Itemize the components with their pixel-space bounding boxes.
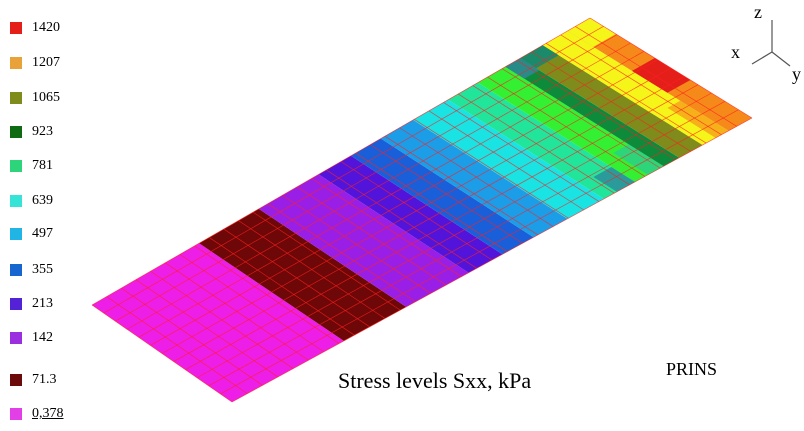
legend-item: 142 (10, 330, 53, 346)
legend-swatch (10, 92, 22, 104)
axis-x-line (751, 51, 773, 65)
legend-swatch (10, 264, 22, 276)
mesh-line (185, 84, 699, 370)
legend-swatch (10, 57, 22, 69)
axis-x-label: x (731, 42, 740, 62)
legend-item: 213 (10, 296, 53, 312)
legend-label: 497 (32, 226, 53, 241)
legend-label: 1065 (32, 90, 60, 105)
legend-swatch (10, 160, 22, 172)
red-cell (632, 58, 691, 93)
legend-item: 1065 (10, 90, 60, 106)
mesh-line (115, 34, 618, 322)
legend-label: 1420 (32, 20, 60, 35)
legend-label: 0,378 (32, 406, 64, 421)
mesh-line (231, 117, 753, 403)
legend-item: 639 (10, 193, 53, 209)
legend-item: 923 (10, 124, 53, 140)
legend-item: 781 (10, 158, 53, 174)
legend-label: 355 (32, 262, 53, 277)
mesh-line (91, 17, 591, 306)
mesh-line (150, 59, 658, 346)
axis-z-label: z (754, 2, 762, 22)
legend-swatch (10, 195, 22, 207)
legend-swatch (10, 374, 22, 386)
mesh-line (173, 76, 685, 362)
legend-swatch (10, 298, 22, 310)
teal-cell (505, 58, 540, 79)
legend-item: 355 (10, 262, 53, 278)
legend-item: 71.3 (10, 372, 57, 388)
legend-label: 142 (32, 330, 53, 345)
legend-label: 781 (32, 158, 53, 173)
orange-cell (667, 100, 729, 138)
mesh-line (220, 109, 739, 395)
green-cell (613, 144, 664, 175)
stress-caption: Stress levels Sxx, kPa (338, 368, 532, 393)
legend-label: 71.3 (32, 372, 57, 387)
mesh-line (196, 92, 712, 379)
legend-swatch (10, 332, 22, 344)
legend-swatch (10, 126, 22, 138)
mesh-line (161, 67, 672, 354)
program-label: PRINS (666, 359, 718, 379)
mesh-line (138, 51, 645, 338)
legend-swatch (10, 228, 22, 240)
axis-y-line (771, 51, 791, 67)
legend-swatch (10, 408, 22, 420)
teal-cell (593, 167, 635, 192)
yellow-cell (614, 75, 681, 116)
mesh-line (126, 42, 631, 330)
legend-label: 213 (32, 296, 53, 311)
axis-y-label: y (792, 64, 801, 84)
legend-item: 497 (10, 226, 53, 242)
legend-swatch (10, 22, 22, 34)
color-legend: 1420 1207 1065 923 781 639 497 355 213 142 71.3 0,3… (0, 0, 110, 431)
mesh-line (103, 26, 604, 314)
mesh-line (208, 101, 726, 387)
legend-label: 639 (32, 193, 53, 208)
legend-item: 0,378 (10, 406, 64, 422)
legend-item: 1207 (10, 55, 60, 71)
legend-item: 1420 (10, 20, 60, 36)
legend-label: 1207 (32, 55, 60, 70)
magenta-band (92, 243, 344, 402)
yellow-cell (567, 18, 616, 47)
legend-label: 923 (32, 124, 53, 139)
